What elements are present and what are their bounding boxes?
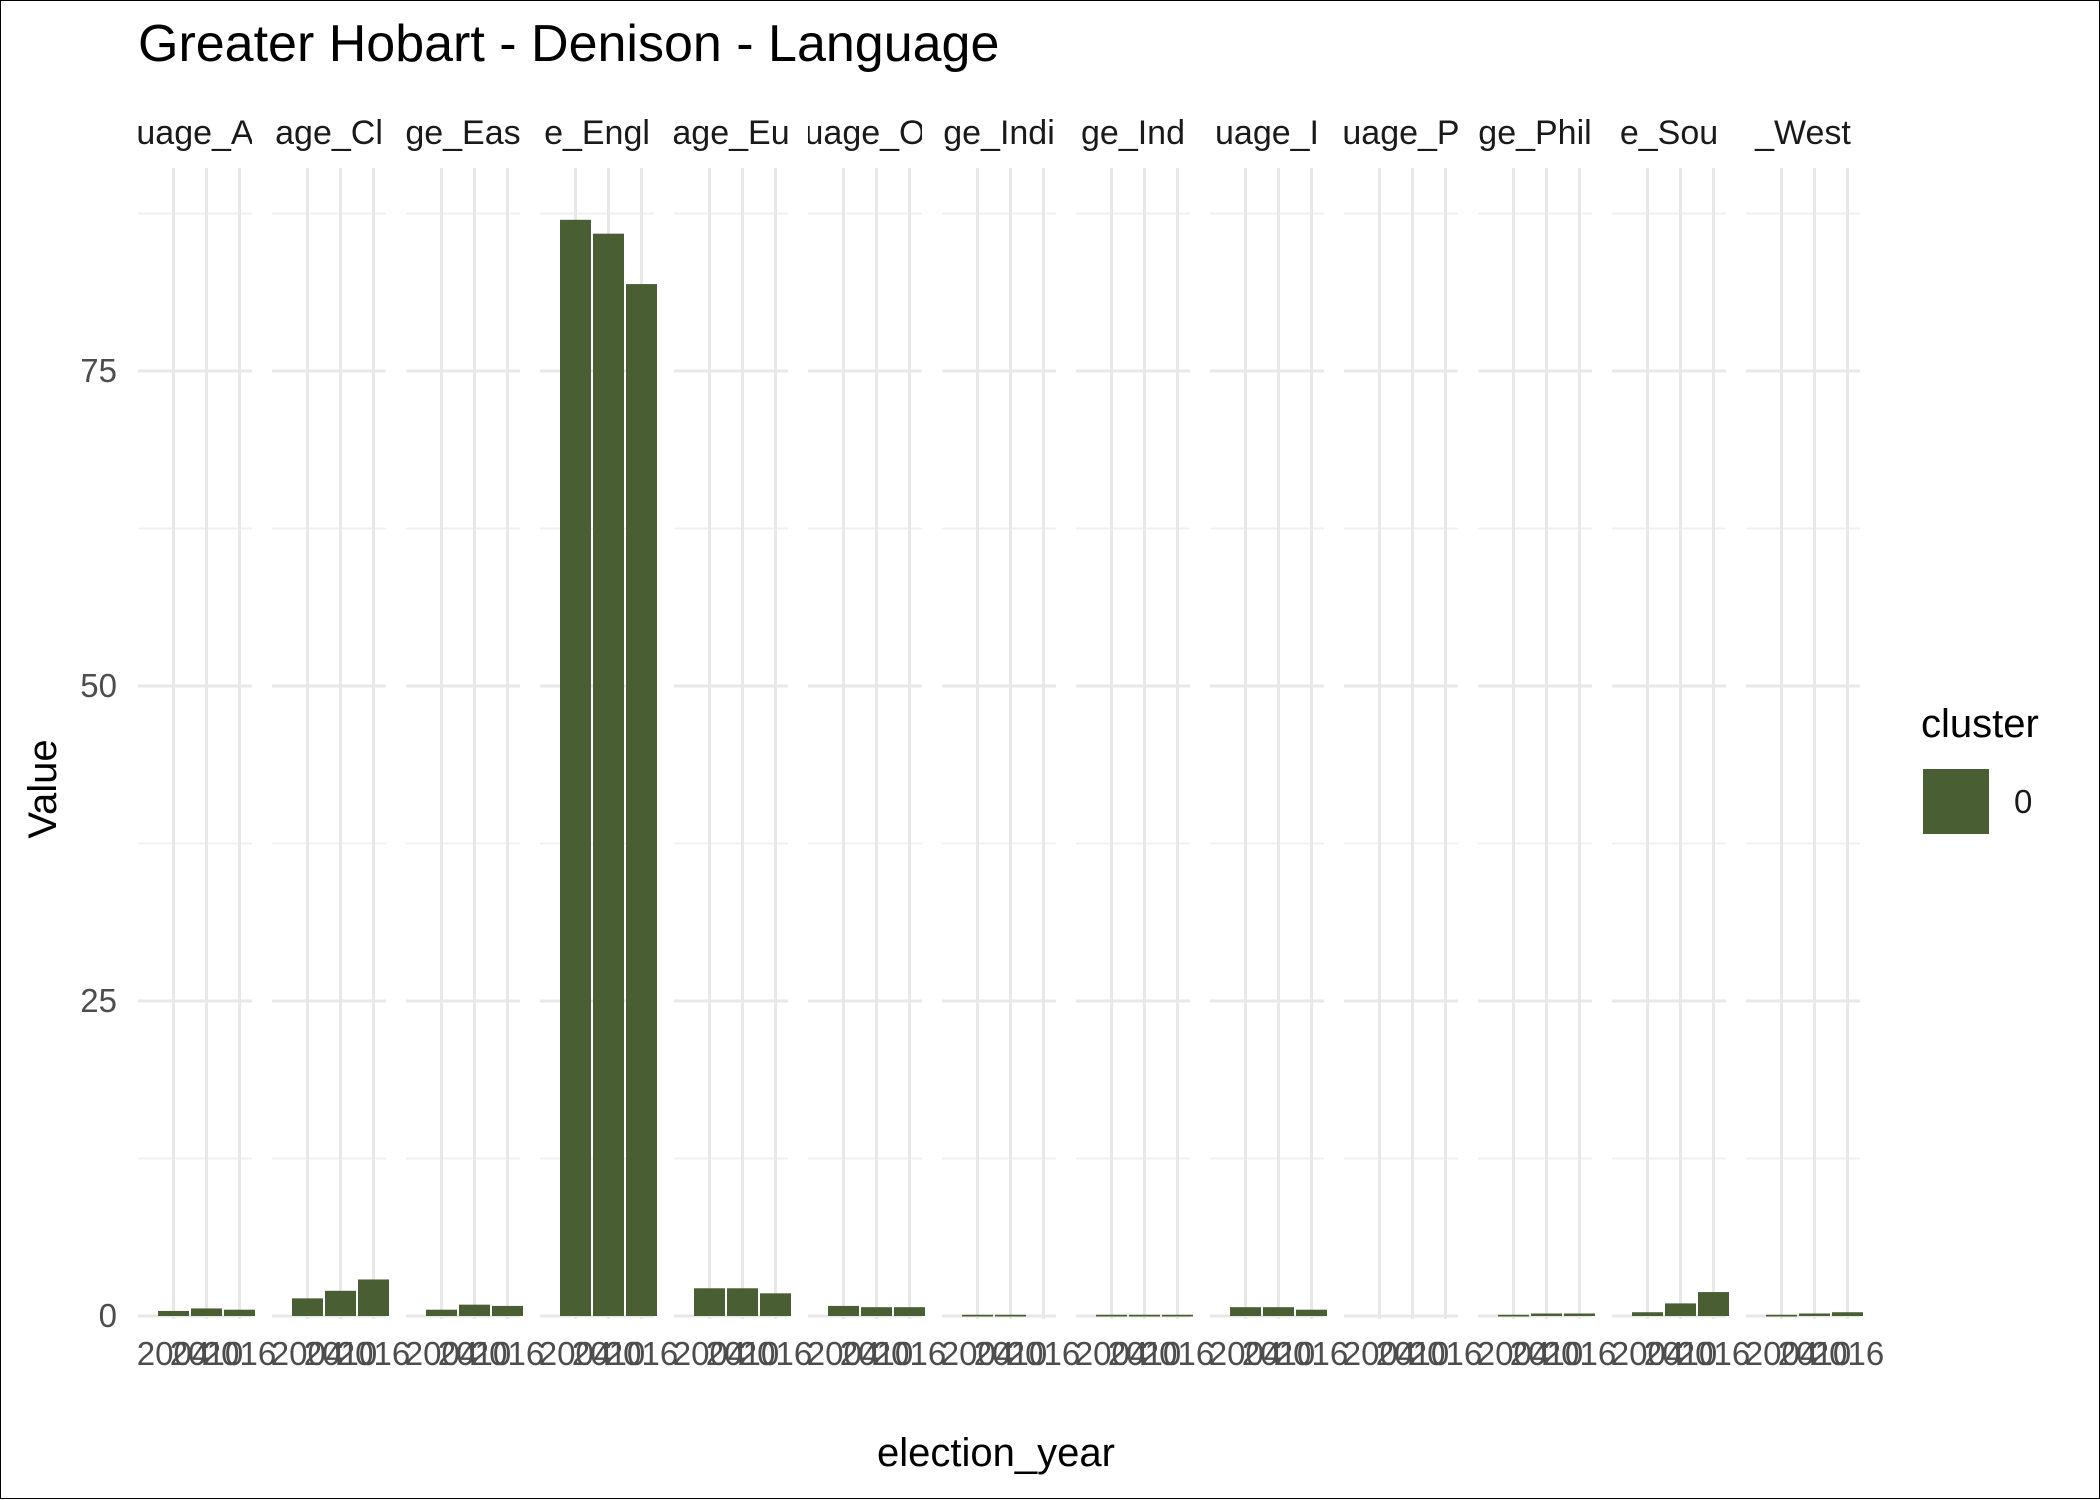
x-tick-label: 2016	[873, 1335, 946, 1372]
facet-strip-label: ge_Eas	[405, 114, 520, 152]
x-tick-label: 2016	[1141, 1335, 1214, 1372]
facet-strip-label: age_Cl	[275, 114, 383, 152]
bar	[861, 1307, 892, 1316]
bar	[626, 284, 657, 1316]
facet-strip-label: uage_O	[805, 114, 926, 152]
bar	[1564, 1313, 1595, 1316]
legend-key-label: 0	[2014, 783, 2032, 820]
bar	[1832, 1312, 1863, 1316]
y-tick-label: 75	[80, 352, 117, 389]
facet-strip-label: age_Eu	[672, 114, 789, 152]
bar	[191, 1308, 222, 1316]
bar	[1799, 1313, 1830, 1316]
y-axis-title: Value	[21, 739, 65, 838]
bar	[325, 1291, 356, 1316]
x-tick-label: 2016	[605, 1335, 678, 1372]
facet-panels: uage_A200420102016age_Cl200420102016ge_E…	[136, 114, 1884, 1372]
facet-strip-label: uage_I	[1215, 114, 1319, 152]
y-tick-label: 50	[80, 667, 117, 704]
bar	[1230, 1307, 1261, 1316]
x-tick-label: 2016	[1275, 1335, 1348, 1372]
y-tick-label: 25	[80, 982, 117, 1019]
y-tick-label: 0	[99, 1297, 117, 1334]
x-tick-label: 2016	[739, 1335, 812, 1372]
facet-strip-label: e_Sou	[1620, 114, 1718, 152]
bar	[593, 234, 624, 1316]
facet-strip-label: ge_Ind	[1081, 114, 1185, 152]
bar	[426, 1310, 457, 1316]
facet-strip-label: ge_Phil	[1478, 114, 1591, 152]
legend-title: cluster	[1921, 702, 2039, 746]
x-tick-label: 2016	[1409, 1335, 1482, 1372]
y-axis: 0 25 50 75	[80, 352, 117, 1334]
x-tick-label: 2016	[1543, 1335, 1616, 1372]
bar	[358, 1279, 389, 1316]
bar	[292, 1298, 323, 1316]
facet-strip-label: _West	[1754, 114, 1851, 152]
x-tick-label: 2016	[1007, 1335, 1080, 1372]
bar	[224, 1310, 255, 1316]
x-axis-title: election_year	[877, 1431, 1115, 1475]
x-tick-label: 2016	[1677, 1335, 1750, 1372]
facet-strip-label: e_Engl	[544, 114, 650, 152]
bar	[1698, 1292, 1729, 1316]
bar	[1531, 1313, 1562, 1316]
bar	[459, 1305, 490, 1316]
bar	[760, 1293, 791, 1316]
bar	[1296, 1310, 1327, 1316]
x-tick-label: 2016	[337, 1335, 410, 1372]
bar	[894, 1307, 925, 1316]
bar	[492, 1306, 523, 1316]
chart-title: Greater Hobart - Denison - Language	[138, 15, 999, 73]
bar	[1632, 1312, 1663, 1316]
bar	[694, 1288, 725, 1316]
bar	[1263, 1307, 1294, 1316]
legend-key-swatch	[1923, 769, 1989, 834]
bar	[727, 1288, 758, 1316]
bar	[828, 1306, 859, 1316]
facet-strip-label: uage_A	[136, 114, 254, 152]
x-tick-label: 2016	[203, 1335, 276, 1372]
bar	[158, 1311, 189, 1316]
facet-strip-label: uage_P	[1342, 114, 1459, 152]
bar	[560, 220, 591, 1316]
x-tick-label: 2016	[471, 1335, 544, 1372]
facet-strip-label: ge_Indi	[943, 114, 1055, 152]
bar	[1665, 1303, 1696, 1316]
x-tick-label: 2016	[1811, 1335, 1884, 1372]
legend: cluster 0	[1921, 702, 2039, 834]
